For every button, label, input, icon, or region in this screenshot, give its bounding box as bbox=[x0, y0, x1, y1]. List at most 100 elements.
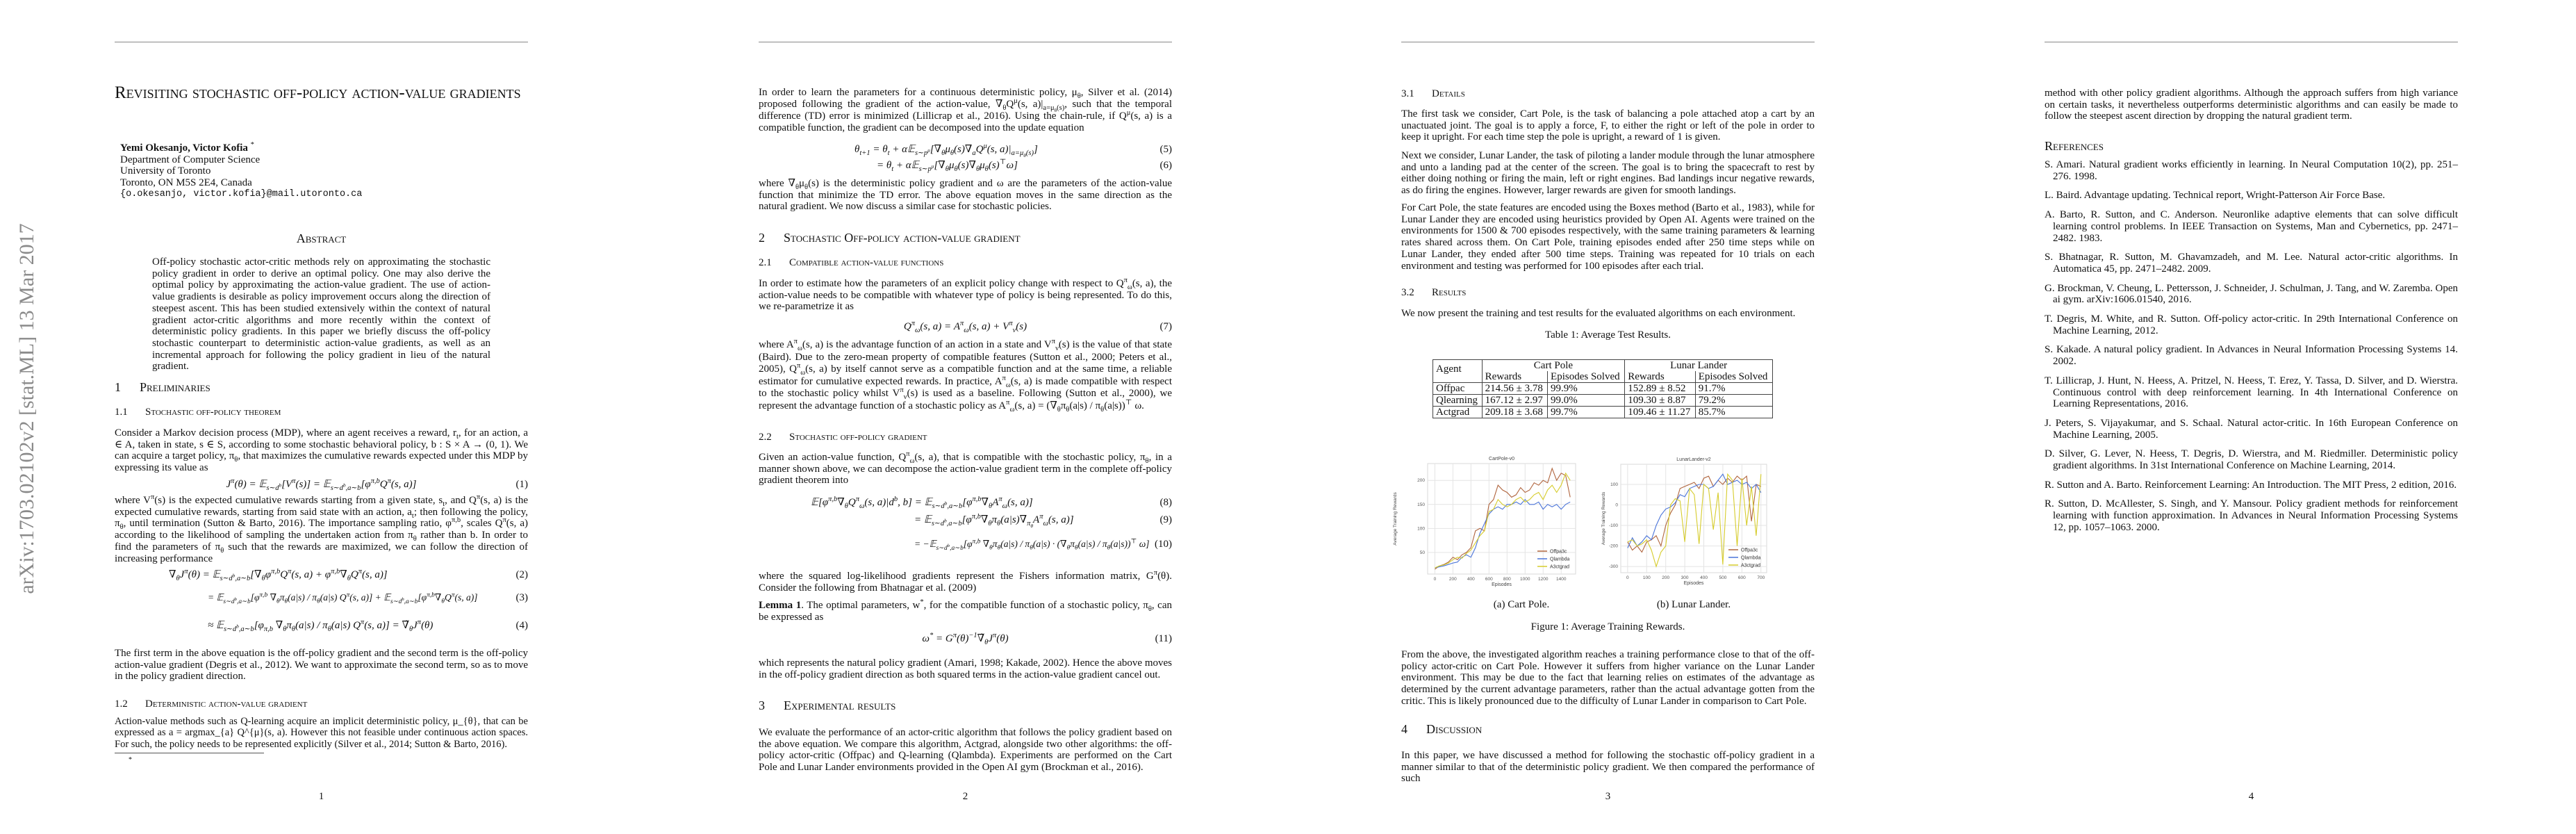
author-names: Yemi Okesanjo, Victor Kofia bbox=[120, 142, 248, 154]
paragraph: In this paper, we have discussed a metho… bbox=[1401, 750, 1815, 785]
table-cell: 209.18 ± 3.68 bbox=[1481, 406, 1549, 418]
lunarlander-chart: 0 100 200 300 400 500 600 700 -300 -200 -100 0 100 Lu… bbox=[1601, 457, 1767, 586]
y-tick-label: 50 bbox=[1420, 550, 1426, 555]
table-cell: 152.89 ± 8.52 bbox=[1624, 382, 1696, 395]
paragraph: From the above, the investigated algorit… bbox=[1401, 649, 1815, 707]
table-cell: 79.2% bbox=[1694, 394, 1774, 407]
x-tick-label: 200 bbox=[1662, 575, 1669, 580]
x-tick-label: 100 bbox=[1643, 575, 1651, 580]
equation-number: (1) bbox=[515, 479, 529, 490]
table-cell: 109.46 ± 11.27 bbox=[1624, 406, 1696, 418]
section-number: 2 bbox=[759, 231, 765, 245]
paragraph: Next we consider, Lunar Lander, the task… bbox=[1401, 150, 1815, 197]
reference-item: S. Kakade. A natural policy gradient. In… bbox=[2045, 344, 2458, 368]
y-tick-label: 150 bbox=[1417, 502, 1425, 507]
author-footnote-mark: * bbox=[250, 141, 254, 149]
lemma-text: . The optimal parameters, w*, for the co… bbox=[759, 598, 1172, 623]
reference-item: T. Lillicrap, J. Hunt, N. Heess, A. Prit… bbox=[2045, 375, 2458, 410]
equation-number: (3) bbox=[515, 592, 529, 603]
subsection-number: 3.2 bbox=[1401, 287, 1414, 298]
arxiv-stamp: arXiv:1703.02102v2 [stat.ML] 13 Mar 2017 bbox=[15, 223, 38, 594]
equation-4: ≈ 𝔼s∼db,a∼b[φπ,b ∇θπθ(a|s) / πθ(a|s) Qπ(… bbox=[115, 619, 528, 633]
section-number: 3 bbox=[759, 698, 765, 712]
table-cell: 91.7% bbox=[1694, 382, 1774, 395]
subsection-number: 3.1 bbox=[1401, 88, 1414, 99]
series-line-a3ctgrad bbox=[1435, 472, 1571, 569]
table-cell: 85.7% bbox=[1694, 406, 1774, 418]
table-cell: Qlearning bbox=[1433, 394, 1483, 407]
paragraph: In order to learn the parameters for a c… bbox=[759, 87, 1172, 133]
x-axis-label: Episodes bbox=[1492, 582, 1512, 587]
section-title: Preliminaries bbox=[140, 380, 210, 394]
table-subheader: Episodes Solved bbox=[1547, 371, 1626, 383]
y-axis-label: Average Training Rewards bbox=[1393, 492, 1398, 546]
table-subheader: Episodes Solved bbox=[1694, 371, 1774, 383]
table-cell: 99.0% bbox=[1547, 394, 1626, 407]
section-heading: 3 Experimental results bbox=[759, 698, 1172, 712]
section-number: 4 bbox=[1401, 722, 1407, 736]
x-tick-label: 0 bbox=[1626, 575, 1629, 580]
section-number: 1 bbox=[115, 380, 121, 394]
paragraph: For Cart Pole, the state features are en… bbox=[1401, 202, 1815, 272]
equation-1: Jπ(θ) = 𝔼s∼db[Vπ(s)] = 𝔼s∼db,a∼b[φπ,bQπ(… bbox=[115, 477, 529, 492]
author-email: {o.okesanjo, victor.kofia}@mail.utoronto… bbox=[120, 188, 363, 199]
equation-body: ≈ 𝔼s∼db,a∼b[φπ,b ∇θπθ(a|s) / πθ(a|s) Qπ(… bbox=[208, 619, 434, 633]
equation-body: 𝔼[φπ,b∇θQπω(s, a)|db, b] = 𝔼s∼db,a∼b[φπ,… bbox=[811, 496, 1033, 510]
equation-number: (10) bbox=[1155, 539, 1172, 550]
author-department: Department of Computer Science bbox=[120, 154, 261, 165]
subsection-title: Stochastic off-policy gradient bbox=[789, 432, 927, 443]
table-header-row: Agent Cart Pole Lunar Lander bbox=[1433, 359, 1773, 383]
x-tick-label: 500 bbox=[1719, 575, 1727, 580]
x-tick-label: 1200 bbox=[1538, 577, 1549, 582]
paragraph: Consider a Markov decision process (MDP)… bbox=[115, 427, 529, 474]
equation-number: (11) bbox=[1155, 633, 1172, 644]
table-cell: 214.56 ± 3.78 bbox=[1481, 382, 1549, 395]
table-row: Actgrad 209.18 ± 3.68 99.7% 109.46 ± 11.27 8… bbox=[1433, 406, 1774, 418]
chart-title: LunarLander-v2 bbox=[1676, 457, 1711, 462]
subsection-title: Deterministic action-value gradient bbox=[145, 698, 308, 710]
section-heading: 2 Stochastic Off-policy action-value grad… bbox=[759, 231, 1172, 245]
y-tick-label: 100 bbox=[1417, 526, 1425, 531]
table-cell: 99.9% bbox=[1547, 382, 1626, 395]
section-title: Stochastic Off-policy action-value gradi… bbox=[784, 231, 1021, 245]
subsection-heading: 2.2 Stochastic off-policy gradient bbox=[759, 432, 1172, 443]
legend-label: A3ctgrad bbox=[1741, 564, 1760, 569]
references-heading: References bbox=[2045, 139, 2104, 153]
reference-item: R. Sutton and A. Barto. Reinforcement Le… bbox=[2045, 479, 2457, 491]
paper-title: Revisiting stochastic off-policy action-… bbox=[115, 83, 521, 102]
series-line-qlambda bbox=[1627, 473, 1762, 548]
y-tick-label: 0 bbox=[1615, 503, 1618, 508]
legend-label: Offpa3c bbox=[1741, 548, 1758, 553]
series-line-offpa3c bbox=[1435, 467, 1571, 570]
author-university: University of Toronto bbox=[120, 165, 211, 177]
x-axis-label: Episodes bbox=[1684, 581, 1704, 586]
page-number: 4 bbox=[2248, 791, 2254, 802]
paragraph: The first task we consider, Cart Pole, i… bbox=[1401, 108, 1815, 143]
reference-item: D. Silver, G. Lever, N. Heess, T. Degris… bbox=[2045, 448, 2458, 472]
reference-item: L. Baird. Advantage updating. Technical … bbox=[2045, 190, 2386, 202]
equation-body: θt+1 = θt + α𝔼s∼pμ[∇θμθ(s)∇aQμ(s, a)|a=μ… bbox=[854, 142, 1038, 159]
chart-title: CartPole-v0 bbox=[1489, 457, 1514, 461]
reference-item: T. Degris, M. White, and R. Sutton. Off-… bbox=[2045, 313, 2458, 336]
x-tick-label: 1400 bbox=[1556, 577, 1567, 582]
y-tick-label: 200 bbox=[1417, 478, 1425, 483]
subsection-heading: 1.2 Deterministic action-value gradient bbox=[115, 698, 528, 710]
y-axis-label: Average Training Rewards bbox=[1601, 491, 1606, 545]
author-address: Toronto, ON M5S 2E4, Canada bbox=[120, 177, 252, 189]
legend-label: Qlambda bbox=[1741, 556, 1761, 561]
table-subheader: Rewards bbox=[1624, 371, 1696, 383]
equation-body: ω* = Gπ(θ)−1∇̃θJπ(θ) bbox=[922, 632, 1009, 646]
subsection-heading: 2.1 Compatible action-value functions bbox=[759, 257, 1172, 269]
table-cell: 167.12 ± 2.97 bbox=[1481, 394, 1549, 407]
reference-item: R. Sutton, D. McAllester, S. Singh, and … bbox=[2045, 498, 2458, 533]
equation-body: ∇θJπ(θ) = 𝔼s∼db,a∼b[∇θφπ,bQπ(s, a) + φπ,… bbox=[169, 568, 388, 582]
subsection-title: Results bbox=[1432, 287, 1467, 298]
results-table: Agent Cart Pole Lunar Lander Rewards Epi… bbox=[1433, 359, 1774, 418]
paragraph: where ∇θμθ(s) is the deterministic polic… bbox=[759, 178, 1173, 213]
x-tick-label: 0 bbox=[1434, 577, 1437, 582]
table-header-agent: Agent bbox=[1433, 359, 1483, 383]
equation-9: = 𝔼s∼db,a∼b[φπ,b∇θπθ(a|s)∇πθAπω(s, a)] (9… bbox=[759, 513, 1172, 528]
reference-list: S. Amari. Natural gradient works efficie… bbox=[2045, 159, 2458, 541]
legend-label: A3ctgrad bbox=[1550, 565, 1569, 570]
subfigure-caption-a: (a) Cart Pole. bbox=[1493, 599, 1550, 610]
